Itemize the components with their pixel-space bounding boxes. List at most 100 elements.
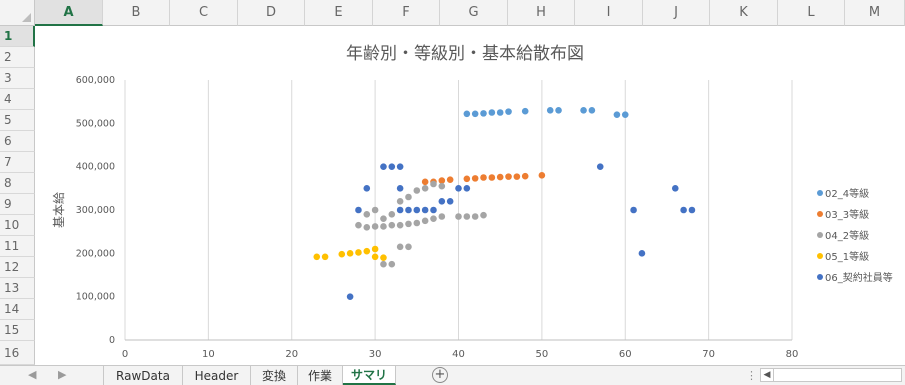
data-point-series-2 bbox=[405, 243, 412, 251]
sheet-tab-bar: ◀ ▶ RawData Header 変換 作業 サマリ + ⋮ ◀ bbox=[0, 365, 905, 385]
data-point-series-1 bbox=[496, 173, 504, 181]
row-header-label: 12 bbox=[4, 260, 20, 274]
column-header-E[interactable]: E bbox=[305, 0, 373, 26]
column-header-H[interactable]: H bbox=[508, 0, 575, 26]
data-point-series-3 bbox=[321, 253, 329, 261]
row-header-12[interactable]: 12 bbox=[0, 257, 35, 278]
data-point-series-1 bbox=[480, 174, 487, 181]
row-header-label: 11 bbox=[4, 239, 20, 253]
data-point-series-3 bbox=[355, 249, 362, 256]
data-point-series-0 bbox=[580, 107, 587, 114]
row-header-11[interactable]: 11 bbox=[0, 236, 35, 257]
chart-axes: 0 10 20 30 40 50 60 70 80 0 100,000 200,000 300,000 4… bbox=[76, 75, 799, 360]
column-header-D[interactable]: D bbox=[238, 0, 305, 26]
column-header-L[interactable]: L bbox=[778, 0, 845, 26]
plus-circle-icon[interactable]: + bbox=[432, 367, 448, 383]
row-header-13[interactable]: 13 bbox=[0, 278, 35, 299]
data-point-series-4 bbox=[388, 163, 396, 170]
row-header-label: 10 bbox=[4, 218, 20, 232]
data-point-series-1 bbox=[471, 175, 479, 182]
row-header-8[interactable]: 8 bbox=[0, 173, 35, 194]
data-point-series-4 bbox=[630, 206, 637, 214]
column-header-J[interactable]: J bbox=[643, 0, 710, 26]
column-header-label: J bbox=[674, 5, 678, 20]
data-point-series-2 bbox=[405, 220, 412, 228]
sheet-tab-label: サマリ bbox=[350, 368, 387, 382]
horizontal-scrollbar[interactable]: ◀ bbox=[760, 368, 902, 382]
column-header-B[interactable]: B bbox=[103, 0, 170, 26]
row-header-label: 2 bbox=[4, 50, 12, 64]
data-point-series-4 bbox=[455, 185, 462, 192]
row-header-1[interactable]: 1 bbox=[0, 26, 35, 47]
scroll-left-icon[interactable]: ◀ bbox=[761, 369, 774, 381]
column-header-I[interactable]: I bbox=[575, 0, 643, 26]
data-point-series-3 bbox=[338, 250, 346, 258]
x-tick-label: 0 bbox=[122, 349, 128, 360]
x-tick-label: 50 bbox=[536, 349, 549, 360]
x-tick-label: 30 bbox=[369, 349, 382, 360]
y-tick-label: 0 bbox=[109, 335, 115, 346]
select-all-corner[interactable] bbox=[0, 0, 35, 26]
sheet-tab-sagyo[interactable]: 作業 bbox=[298, 366, 343, 385]
column-header-label: H bbox=[536, 5, 546, 20]
data-point-series-0 bbox=[588, 107, 596, 114]
spreadsheet-grid[interactable]: A B C D E F G H I J K L M 1 2 3 4 5 6 7 … bbox=[0, 0, 905, 365]
vertical-dots-icon[interactable]: ⋮ bbox=[746, 369, 757, 382]
data-point-series-3 bbox=[363, 247, 371, 255]
scatter-chart[interactable]: 年齢別・等級別・基本給散布図 0 10 20 30 40 50 60 70 80 0 100,000… bbox=[35, 26, 905, 365]
row-header-9[interactable]: 9 bbox=[0, 194, 35, 215]
data-point-series-0 bbox=[488, 109, 496, 116]
y-tick-label: 300,000 bbox=[76, 205, 115, 216]
legend-marker bbox=[817, 253, 823, 259]
row-header-16[interactable]: 16 bbox=[0, 341, 35, 365]
column-header-G[interactable]: G bbox=[440, 0, 508, 26]
column-header-label: E bbox=[334, 5, 343, 20]
legend-label: 03_3等級 bbox=[825, 208, 869, 221]
legend-label: 06_契約社員等 bbox=[825, 271, 893, 284]
data-point-series-2 bbox=[396, 221, 404, 229]
column-header-M[interactable]: M bbox=[845, 0, 905, 26]
legend-marker bbox=[817, 274, 823, 280]
data-point-series-2 bbox=[380, 260, 387, 268]
data-point-series-4 bbox=[346, 293, 354, 300]
chart-legend[interactable]: 02_4等級 03_3等級 04_2等級 05_1等級 06_契約社員等 bbox=[817, 187, 893, 284]
column-header-A[interactable]: A bbox=[35, 0, 103, 26]
row-header-2[interactable]: 2 bbox=[0, 47, 35, 68]
data-point-series-3 bbox=[371, 245, 379, 253]
row-header-label: 3 bbox=[4, 71, 12, 85]
column-header-K[interactable]: K bbox=[710, 0, 778, 26]
row-header-10[interactable]: 10 bbox=[0, 215, 35, 236]
sheet-tab-summary[interactable]: サマリ bbox=[343, 366, 396, 385]
data-point-series-2 bbox=[380, 223, 387, 230]
sheet-tab-header[interactable]: Header bbox=[183, 366, 251, 385]
row-header-14[interactable]: 14 bbox=[0, 299, 35, 320]
y-axis-label: 基本給 bbox=[52, 192, 66, 228]
data-point-series-1 bbox=[521, 172, 529, 180]
triangle-right-icon[interactable]: ▶ bbox=[58, 368, 67, 381]
data-point-series-2 bbox=[413, 219, 421, 227]
data-point-series-2 bbox=[396, 243, 404, 251]
data-point-series-0 bbox=[555, 107, 562, 114]
data-point-series-0 bbox=[613, 111, 621, 118]
column-header-label: I bbox=[606, 5, 611, 20]
column-header-C[interactable]: C bbox=[170, 0, 238, 26]
row-header-label: 1 bbox=[4, 29, 13, 43]
data-point-series-0 bbox=[480, 110, 487, 117]
column-header-label: G bbox=[468, 5, 479, 20]
triangle-left-icon[interactable]: ◀ bbox=[28, 368, 37, 381]
row-header-6[interactable]: 6 bbox=[0, 131, 35, 152]
x-tick-label: 40 bbox=[452, 349, 465, 360]
row-header-15[interactable]: 15 bbox=[0, 320, 35, 341]
sheet-tab-rawdata[interactable]: RawData bbox=[103, 366, 183, 385]
y-tick-label: 100,000 bbox=[76, 292, 115, 303]
row-header-4[interactable]: 4 bbox=[0, 89, 35, 110]
row-header-3[interactable]: 3 bbox=[0, 68, 35, 89]
x-tick-label: 70 bbox=[702, 349, 715, 360]
data-point-series-1 bbox=[446, 176, 454, 183]
chart-grid bbox=[124, 80, 793, 340]
row-header-5[interactable]: 5 bbox=[0, 110, 35, 131]
sheet-tab-henkan[interactable]: 変換 bbox=[251, 366, 298, 385]
column-header-F[interactable]: F bbox=[373, 0, 440, 26]
data-point-series-2 bbox=[380, 215, 387, 222]
row-header-7[interactable]: 7 bbox=[0, 152, 35, 173]
